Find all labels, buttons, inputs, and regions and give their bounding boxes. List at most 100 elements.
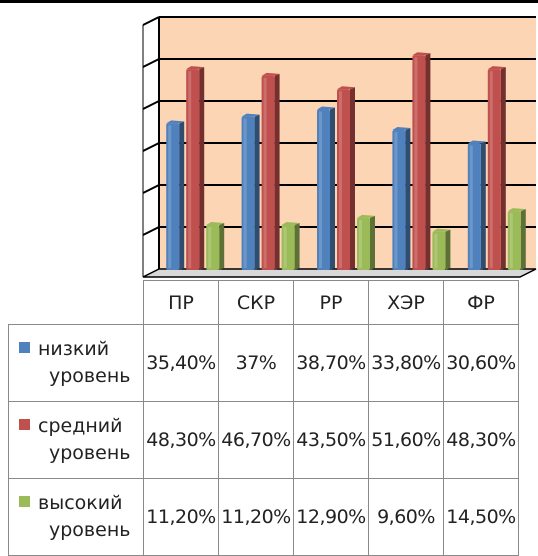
data-label: 33,80%: [368, 324, 444, 402]
bar: [337, 89, 350, 270]
bar-highlight: [188, 71, 192, 268]
bar-side: [445, 229, 451, 270]
legend-swatch: [19, 342, 30, 353]
series-name-line: уровень: [49, 519, 131, 541]
bar-side: [405, 128, 411, 270]
bar-chart: [142, 16, 537, 278]
bar-highlight: [489, 71, 493, 268]
category-label: ФР: [443, 280, 519, 325]
bar-highlight: [283, 226, 287, 268]
gridline-side: [142, 226, 160, 236]
bar: [507, 211, 521, 270]
gridline-side: [142, 100, 160, 110]
bar-highlight: [263, 77, 267, 268]
bar-top: [241, 113, 260, 117]
bar: [206, 224, 220, 270]
bar-highlight: [469, 145, 473, 268]
bar-top: [186, 66, 205, 70]
data-label: 30,60%: [443, 324, 519, 402]
series-name-line: низкий: [38, 338, 110, 360]
table-header-row: ПР СКР РР ХЭР ФР: [8, 280, 519, 325]
bar-side: [480, 141, 486, 270]
bar-top: [261, 72, 280, 76]
top-rule: [0, 0, 538, 3]
legend-entry: низкий уровень: [8, 324, 144, 402]
bar-side: [254, 114, 260, 270]
table-row: низкий уровень 35,40% 37% 38,70% 33,80% 30,60%: [8, 324, 519, 402]
bar-side: [350, 87, 355, 270]
bar-side: [294, 222, 300, 270]
data-label: 12,90%: [293, 478, 369, 556]
gridline-side: [142, 58, 160, 68]
bar-side: [179, 121, 185, 270]
bar-side: [274, 73, 280, 270]
bar-top: [317, 106, 335, 110]
bar-top: [166, 120, 185, 124]
data-label: 11,20%: [143, 478, 219, 556]
bar-highlight: [359, 219, 362, 268]
category-label: ПР: [143, 280, 219, 325]
bar: [412, 55, 426, 270]
data-label: 37%: [218, 324, 294, 402]
data-label: 48,30%: [443, 401, 519, 479]
bar-top: [392, 127, 411, 131]
bar-highlight: [168, 125, 172, 268]
bar-top: [507, 208, 526, 212]
bar-side: [370, 215, 375, 270]
bar-side: [330, 107, 335, 271]
data-label: 43,50%: [293, 401, 369, 479]
bar-highlight: [243, 118, 247, 268]
category-label: ХЭР: [368, 280, 444, 325]
bar-side: [520, 209, 526, 270]
data-label: 9,60%: [368, 478, 444, 556]
series-name-line: средний: [38, 415, 123, 437]
series-name-line: высокий: [38, 492, 123, 514]
bar-highlight: [339, 91, 342, 268]
data-label: 48,30%: [143, 401, 219, 479]
bar-highlight: [434, 233, 438, 268]
bar-top: [412, 52, 431, 56]
data-label: 38,70%: [293, 324, 369, 402]
legend-swatch: [19, 496, 30, 507]
data-label: 11,20%: [218, 478, 294, 556]
bar: [281, 224, 295, 270]
bar-side: [500, 67, 506, 270]
bar: [467, 143, 481, 270]
data-table: ПР СКР РР ХЭР ФР низкий уровень 35,40% 37% 38,70%…: [8, 280, 519, 556]
series-name-line: уровень: [49, 365, 131, 387]
bar-top: [206, 221, 225, 225]
bar-top: [487, 66, 506, 70]
bar: [166, 123, 180, 270]
bar-top: [432, 228, 451, 232]
category-label: СКР: [218, 280, 294, 325]
data-label: 35,40%: [143, 324, 219, 402]
category-label: РР: [293, 280, 369, 325]
bar-top: [337, 86, 355, 90]
bar-highlight: [414, 57, 418, 268]
table-row: высокий уровень 11,20% 11,20% 12,90% 9,60% 14,…: [8, 478, 519, 556]
bar-side: [199, 67, 205, 270]
legend-swatch: [19, 419, 30, 430]
series-name-line: уровень: [49, 442, 131, 464]
bar: [241, 116, 255, 270]
bar-side: [219, 222, 225, 270]
legend-entry: средний уровень: [8, 401, 144, 479]
gridline-side: [142, 142, 160, 152]
data-label: 14,50%: [443, 478, 519, 556]
bar: [317, 109, 330, 271]
bar: [487, 69, 501, 270]
gridline-side: [142, 184, 160, 194]
bar: [261, 75, 275, 270]
bar-highlight: [509, 213, 513, 268]
bar-top: [357, 214, 375, 218]
bar-highlight: [208, 226, 212, 268]
table-corner: [8, 280, 144, 325]
gridline-side: [142, 16, 160, 26]
bar-side: [425, 53, 431, 270]
bar-top: [281, 221, 300, 225]
bar: [186, 69, 200, 270]
bar: [432, 231, 446, 270]
table-row: средний уровень 48,30% 46,70% 43,50% 51,60% 48…: [8, 401, 519, 479]
data-label: 51,60%: [368, 401, 444, 479]
bar: [357, 217, 370, 270]
